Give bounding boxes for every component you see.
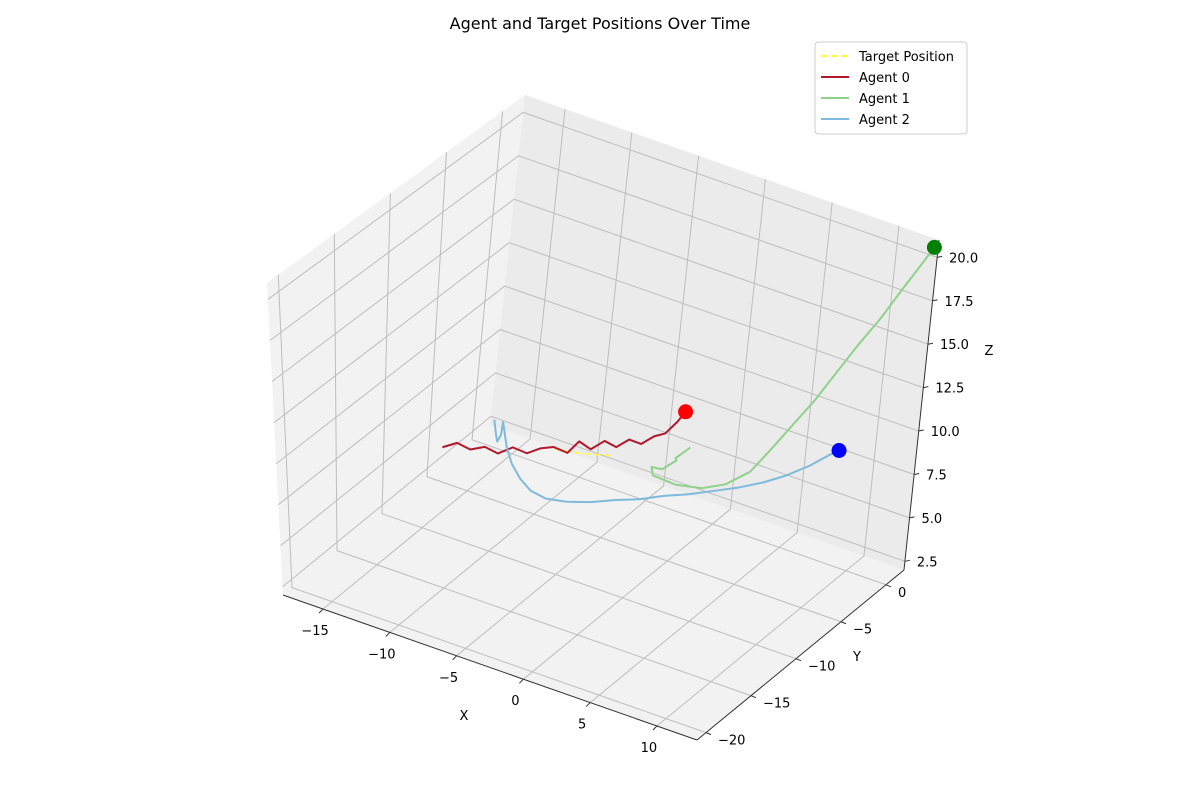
- y-tick-mark: [840, 621, 847, 625]
- x-tick-mark: [318, 608, 324, 614]
- z-tick-mark: [914, 472, 920, 475]
- z-grid-line: [269, 155, 933, 341]
- z-grid-line: [275, 285, 919, 465]
- legend-label: Agent 2: [859, 113, 910, 128]
- y-tick-mark: [705, 732, 712, 736]
- x-grid-line: [589, 202, 833, 703]
- z-grid-line: [280, 372, 910, 547]
- back-wall-pane: [490, 95, 939, 570]
- z-tick-mark: [904, 559, 911, 562]
- z-tick-mark: [909, 516, 915, 519]
- z-tick-label: 12.5: [935, 382, 964, 397]
- agent-1-line: [650, 246, 936, 490]
- z-tick-mark: [937, 255, 943, 258]
- tick-labels: −15 −10 −5 0 5 10 −20 −15 −10 −5 0 2.5 5.0 7.5 10.0 12.…: [301, 251, 978, 756]
- z-axis-label: Z: [985, 344, 994, 359]
- y-tick-mark: [795, 658, 802, 662]
- x-tick-label: −10: [368, 647, 395, 662]
- x-tick-label: 0: [511, 694, 519, 709]
- agent-2-end-marker: [831, 442, 847, 458]
- y-grid-line: [333, 233, 752, 697]
- x-axis-label: X: [460, 709, 469, 724]
- x-tick-label: −5: [439, 671, 458, 686]
- floor-pane: [283, 425, 904, 740]
- x-grid-line: [656, 225, 900, 727]
- y-tick-label: 0: [898, 586, 906, 601]
- axes-panes: [267, 95, 939, 740]
- y-tick-label: −20: [718, 734, 745, 749]
- x-tick-mark: [585, 702, 591, 707]
- z-tick-label: 15.0: [940, 338, 969, 353]
- x-tick-label: −15: [301, 624, 328, 639]
- agent-1-end-marker: [926, 239, 942, 255]
- z-grid-line: [282, 415, 906, 588]
- y-tick-mark: [885, 584, 892, 588]
- legend-label: Agent 0: [859, 71, 910, 86]
- agent-0-end-marker: [678, 404, 694, 420]
- y-grid-line: [277, 274, 707, 734]
- legend-box: [814, 41, 968, 135]
- z-tick-mark: [932, 299, 938, 302]
- y-grid-line: [471, 111, 887, 586]
- chart-title: Agent and Target Positions Over Time: [450, 14, 751, 33]
- legend-label: Target Position: [858, 50, 954, 65]
- x-axis-line: [282, 594, 698, 741]
- y-grid-line: [381, 193, 797, 660]
- y-axis-line: [696, 569, 905, 741]
- z-tick-label: 5.0: [922, 512, 943, 527]
- series-lines: [442, 246, 936, 504]
- legend: Target Position Agent 0 Agent 1 Agent 2: [814, 41, 968, 135]
- agent-0-line: [442, 411, 687, 455]
- z-tick-label: 2.5: [917, 555, 938, 570]
- x-grid-line: [456, 155, 700, 657]
- x-tick-mark: [519, 678, 524, 684]
- z-tick-label: 20.0: [949, 251, 978, 266]
- x-tick-mark: [452, 655, 457, 661]
- z-tick-mark: [923, 386, 929, 389]
- agent-2-line: [493, 419, 840, 504]
- z-grid-line: [267, 111, 938, 300]
- legend-label: Agent 1: [859, 92, 910, 107]
- y-tick-label: −15: [763, 697, 790, 712]
- x-tick-label: 10: [641, 741, 658, 756]
- axis-lines: [282, 239, 940, 741]
- y-grid-line: [426, 152, 842, 623]
- z-tick-label: 7.5: [926, 468, 947, 483]
- y-tick-label: −10: [808, 660, 835, 675]
- x-grid-line: [523, 179, 766, 680]
- end-markers: [678, 239, 942, 458]
- z-tick-mark: [927, 342, 934, 345]
- z-tick-mark: [918, 429, 924, 432]
- x-tick-mark: [652, 725, 658, 731]
- x-grid-line: [389, 132, 633, 633]
- x-tick-mark: [385, 632, 391, 637]
- z-tick-label: 17.5: [945, 295, 974, 310]
- x-grid-line: [322, 108, 566, 610]
- x-tick-label: 5: [578, 718, 586, 733]
- y-tick-label: −5: [853, 623, 872, 638]
- z-grid-line: [271, 198, 929, 382]
- y-tick-mark: [750, 695, 757, 699]
- z-axis-line: [903, 239, 940, 571]
- z-grid-line: [273, 242, 924, 423]
- z-tick-label: 10.0: [931, 425, 960, 440]
- grid-lines: [267, 108, 938, 734]
- left-wall-pane: [267, 95, 525, 595]
- z-grid-line: [278, 328, 915, 506]
- y-axis-label: Y: [852, 650, 861, 665]
